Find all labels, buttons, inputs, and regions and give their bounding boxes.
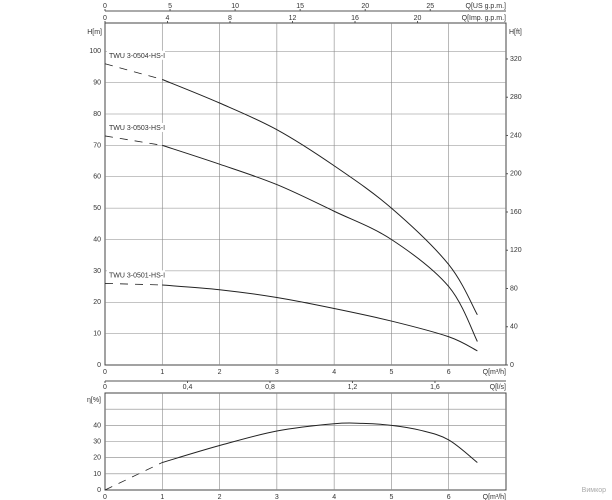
head-y-tick-label: 100: [89, 48, 101, 55]
us-gpm-axis-tick-label: 20: [361, 3, 369, 10]
ls-axis-tick-label: 1,2: [348, 384, 358, 391]
us-gpm-axis-tick-label: 0: [103, 3, 107, 10]
imp-gpm-axis-tick-label: 4: [166, 15, 170, 22]
ls-axis-tick-label: 0,8: [265, 384, 275, 391]
head-ft-tick-label: 0: [510, 362, 514, 369]
imp-gpm-axis-tick-label: 16: [351, 15, 359, 22]
head-y-tick-label: 90: [93, 80, 101, 87]
head-ft-tick-label: 280: [510, 94, 522, 101]
series-label: TWU 3-0504-HS-I: [109, 53, 165, 60]
ls-axis-tick-label: 0: [103, 384, 107, 391]
eff-y-tick-label: 10: [93, 471, 101, 478]
series-label-bg: [107, 122, 165, 132]
head-y-tick-label: 80: [93, 111, 101, 118]
head-y-tick-label: 50: [93, 205, 101, 212]
eff-x-tick-label: 3: [275, 494, 279, 500]
watermark: Вимкор: [581, 487, 606, 494]
ls-axis-tick-label: 1,6: [430, 384, 440, 391]
head-curve: [162, 79, 478, 316]
head-ft-tick-label: 200: [510, 171, 522, 178]
eff-y-tick-label: 40: [93, 422, 101, 429]
us-gpm-axis-tick-label: 15: [296, 3, 304, 10]
head-x-tick-label: 5: [389, 369, 393, 376]
us-gpm-axis-tick-label: 5: [168, 3, 172, 10]
efficiency-curve-dashed: [104, 462, 163, 491]
head-x-tick-label: 1: [160, 369, 164, 376]
head-ft-tick-label: 320: [510, 56, 522, 63]
eff-x-tick-label: 6: [447, 494, 451, 500]
head-y-tick-label: 60: [93, 174, 101, 181]
eff-x-tick-label: 1: [160, 494, 164, 500]
imp-gpm-axis-tick-label: 0: [103, 15, 107, 22]
head-x-tick-label: 0: [103, 369, 107, 376]
imp-gpm-axis-tick-label: 8: [228, 15, 232, 22]
efficiency-curve: [162, 422, 478, 463]
imp-gpm-axis-tick-label: 20: [414, 15, 422, 22]
eff-y-label: η[%]: [87, 397, 101, 404]
us-gpm-axis-tick-label: 25: [426, 3, 434, 10]
eff-y-tick-label: 20: [93, 455, 101, 462]
head-y-tick-label: 0: [97, 362, 101, 369]
head-y-tick-label: 20: [93, 299, 101, 306]
head-ft-tick-label: 240: [510, 132, 522, 139]
head-ft-tick-label: 40: [510, 324, 518, 331]
ls-axis-label: Q[l/s]: [490, 384, 506, 391]
series-label: TWU 3-0503-HS-I: [109, 125, 165, 132]
eff-x-tick-label: 4: [332, 494, 336, 500]
head-curve-dashed: [104, 283, 163, 286]
eff-x-label: Q[m³/h]: [483, 494, 506, 500]
eff-x-tick-label: 2: [218, 494, 222, 500]
head-curve: [162, 144, 478, 342]
eff-y-tick-label: 0: [97, 487, 101, 494]
series-label-bg: [107, 50, 165, 60]
eff-x-tick-label: 5: [389, 494, 393, 500]
head-x-tick-label: 4: [332, 369, 336, 376]
head-y-right-label: H[ft]: [509, 29, 522, 36]
head-curve: [162, 284, 478, 352]
head-ft-tick-label: 80: [510, 285, 518, 292]
ls-axis-tick-label: 0,4: [183, 384, 193, 391]
imp-gpm-axis-tick-label: 12: [289, 15, 297, 22]
eff-x-tick-label: 0: [103, 494, 107, 500]
series-label-bg: [107, 270, 165, 280]
head-curve-dashed: [104, 135, 163, 146]
head-plot-frame: [104, 22, 507, 366]
head-ft-tick-label: 160: [510, 209, 522, 216]
head-y-label: H[m]: [87, 29, 102, 36]
us-gpm-axis-label: Q[US g.p.m.]: [466, 3, 507, 10]
head-y-tick-label: 70: [93, 142, 101, 149]
head-x-tick-label: 2: [218, 369, 222, 376]
head-x-label: Q[m³/h]: [483, 369, 506, 376]
head-x-tick-label: 3: [275, 369, 279, 376]
head-ft-tick-label: 120: [510, 247, 522, 254]
imp-gpm-axis-label: Q[Imp. g.p.m.]: [462, 15, 506, 22]
head-curve-dashed: [104, 63, 163, 80]
head-y-tick-label: 40: [93, 236, 101, 243]
head-y-tick-label: 10: [93, 331, 101, 338]
eff-y-tick-label: 30: [93, 439, 101, 446]
series-label: TWU 3-0501-HS-I: [109, 272, 165, 279]
us-gpm-axis-tick-label: 10: [231, 3, 239, 10]
head-y-tick-label: 30: [93, 268, 101, 275]
head-x-tick-label: 6: [447, 369, 451, 376]
